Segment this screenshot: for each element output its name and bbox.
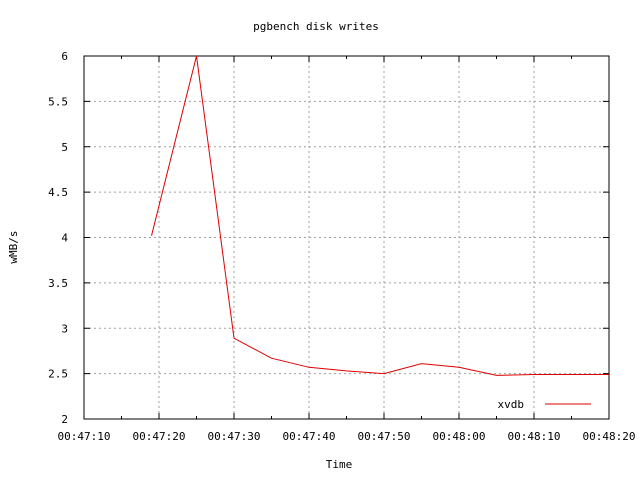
y-tick-label: 4 xyxy=(61,232,68,245)
y-tick-label: 3.5 xyxy=(48,277,68,290)
plot-frame xyxy=(83,55,610,420)
y-tick-label: 6 xyxy=(61,50,68,63)
x-tick-label: 00:47:10 xyxy=(58,430,111,443)
y-tick-label: 2.5 xyxy=(48,368,68,381)
y-tick-label: 2 xyxy=(61,413,68,426)
grid xyxy=(84,56,609,419)
y-tick-label: 5 xyxy=(61,141,68,154)
y-tick-label: 3 xyxy=(61,322,68,335)
x-tick-label: 00:48:10 xyxy=(508,430,561,443)
x-tick-label: 00:47:50 xyxy=(358,430,411,443)
y-tick-label: 4.5 xyxy=(48,186,68,199)
y-tick-label: 5.5 xyxy=(48,95,68,108)
series-layer xyxy=(151,55,609,376)
legend: xvdb xyxy=(498,398,591,411)
y-axis-label: wMB/s xyxy=(7,230,20,263)
x-tick-label: 00:47:40 xyxy=(283,430,336,443)
x-tick-label: 00:48:00 xyxy=(433,430,486,443)
axes: 2 2.5 3 3.5 4 4.5 5 5.5 6 00:47:10 00:47:20 00:47:3… xyxy=(48,50,635,443)
x-axis-label: Time xyxy=(326,458,353,471)
chart-title: pgbench disk writes xyxy=(253,20,379,33)
x-tick-label: 00:48:20 xyxy=(583,430,636,443)
x-tick-label: 00:47:30 xyxy=(208,430,261,443)
x-tick-label: 00:47:20 xyxy=(133,430,186,443)
series-line-xvdb xyxy=(151,55,609,376)
legend-label: xvdb xyxy=(498,398,525,411)
